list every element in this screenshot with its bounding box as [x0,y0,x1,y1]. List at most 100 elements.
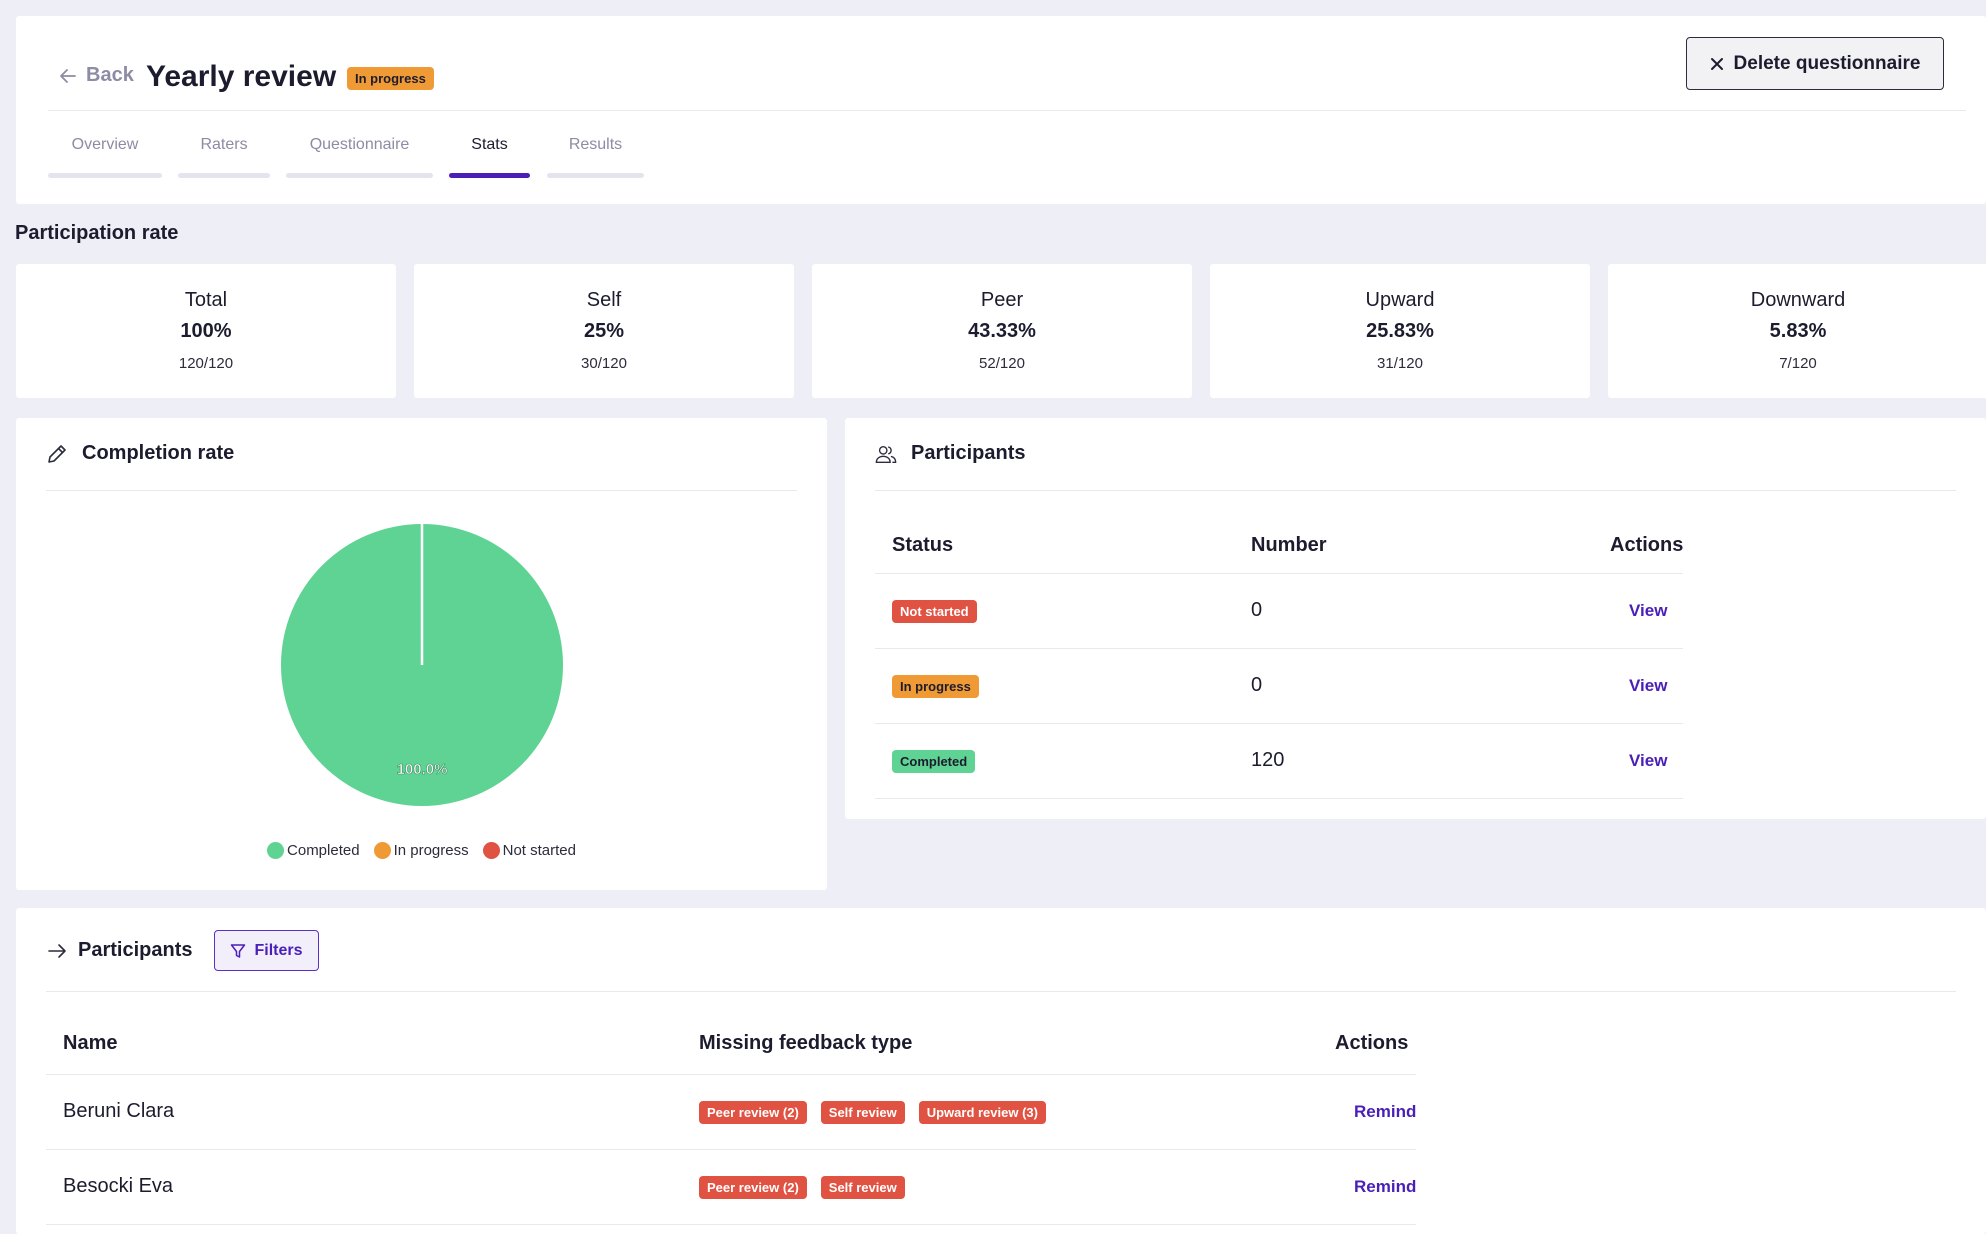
stat-card-upward: Upward 25.83% 31/120 [1210,264,1590,398]
completion-pie-chart: 100.0% [281,524,563,806]
stat-percent: 100% [180,320,232,342]
completion-rate-card: Completion rate 100.0% Completed In prog… [16,418,827,890]
card-divider [46,490,797,491]
stat-card-peer: Peer 43.33% 52/120 [812,264,1192,398]
legend-label: Not started [502,842,576,859]
number-cell: 0 [1234,648,1593,724]
table-row: Not started 0 View [875,573,1684,649]
table-row: In progress 0 View [875,648,1684,724]
status-badge: In progress [347,67,434,90]
stat-card-total: Total 100% 120/120 [16,264,396,398]
tab-questionnaire[interactable]: Questionnaire [286,136,433,178]
stat-fraction: 7/120 [1779,355,1817,372]
participants-list-title: Participants [78,939,193,961]
tab-label: Stats [471,136,508,153]
actions-cell: View [1593,573,1684,649]
users-icon [875,445,897,463]
tab-label: Results [568,136,623,153]
participation-rate-title: Participation rate [15,222,179,244]
tab-overview[interactable]: Overview [48,136,162,178]
participants-summary-header: Participants [875,442,1025,465]
participants-summary-title: Participants [911,442,1026,464]
arrow-right-icon [48,943,66,958]
column-header-actions: Actions [1593,518,1684,574]
number-cell: 0 [1234,573,1593,649]
stat-card-downward: Downward 5.83% 7/120 [1608,264,1986,398]
stat-fraction: 120/120 [178,355,234,372]
tab-stats[interactable]: Stats [449,136,530,178]
tab-indicator [178,173,270,178]
actions-cell: View [1593,648,1684,724]
legend-dot [482,842,500,859]
column-header-status: Status [875,518,1234,574]
legend-item-in-progress[interactable]: In progress [373,842,469,859]
pie-data-label: 100.0% [397,761,448,778]
tab-results[interactable]: Results [547,136,644,178]
status-cell: Completed [875,723,1234,799]
filters-button[interactable]: Filters [214,930,319,971]
tab-label: Raters [200,136,248,153]
column-header-number: Number [1234,518,1593,574]
back-button[interactable]: Back [58,64,134,87]
stat-card-self: Self 25% 30/120 [414,264,794,398]
view-link[interactable]: View [1629,601,1668,620]
pencil-icon [48,444,66,463]
column-header-name: Name [46,1014,682,1075]
close-icon [1710,57,1723,70]
tab-indicator [449,173,530,178]
completion-rate-title: Completion rate [82,442,235,464]
missing-feedback-badge: Self review [820,1175,905,1199]
missing-feedback-badge: Self review [820,1100,905,1124]
participants-list-header: Participants Filters [46,930,319,971]
view-link[interactable]: View [1629,751,1668,770]
remind-link[interactable]: Remind [1354,1177,1417,1196]
actions-cell: View [1593,723,1684,799]
missing-feedback-cell: Peer review (2) Self review Upward review … [682,1074,1318,1150]
status-badge: Completed [892,749,976,773]
tab-indicator [286,173,433,178]
column-header-actions: Actions [1318,1014,1417,1075]
number-cell: 120 [1234,723,1593,799]
participants-summary-card: Participants Status Number Actions Not s… [845,418,1986,819]
table-header-row: Name Missing feedback type Actions [46,1014,1417,1075]
stat-label: Downward [1750,289,1846,311]
table-row: Besocki Eva Peer review (2) Self review R… [46,1149,1417,1225]
status-badge: Not started [892,599,977,623]
actions-cell: Remind [1318,1074,1417,1150]
name-cell: Beruni Clara [46,1074,682,1150]
stat-label: Self [586,289,622,311]
card-divider [46,991,1956,992]
missing-feedback-cell: Peer review (2) Self review [682,1149,1318,1225]
legend-item-completed[interactable]: Completed [267,842,360,859]
tab-label: Overview [71,136,139,153]
participants-status-table: Status Number Actions Not started 0 View… [875,518,1684,799]
stat-label: Total [184,289,228,311]
stat-percent: 25% [583,320,625,342]
column-header-missing-feedback: Missing feedback type [682,1014,1318,1075]
remind-link[interactable]: Remind [1354,1102,1417,1121]
stat-label: Upward [1365,289,1435,311]
status-cell: In progress [875,648,1234,724]
header-divider [48,110,1966,111]
stat-percent: 5.83% [1769,320,1827,342]
filters-label: Filters [254,941,303,959]
arrow-left-icon [60,68,76,83]
status-badge: In progress [892,674,979,698]
legend-dot [373,842,391,859]
view-link[interactable]: View [1629,676,1668,695]
header-card: Back Yearly review In progress Delete qu… [16,16,1986,204]
tab-raters[interactable]: Raters [178,136,270,178]
delete-questionnaire-button[interactable]: Delete questionnaire [1686,37,1944,90]
actions-cell: Remind [1318,1149,1417,1225]
tab-label: Questionnaire [309,136,410,153]
tab-indicator [547,173,644,178]
name-cell: Besocki Eva [46,1149,682,1225]
back-label: Back [86,64,134,86]
legend-item-not-started[interactable]: Not started [482,842,576,859]
stat-fraction: 31/120 [1377,355,1423,372]
missing-feedback-badge: Upward review (3) [918,1100,1046,1124]
table-row: Completed 120 View [875,723,1684,799]
participants-list-card: Participants Filters Name Missing feedba… [16,908,1986,1234]
participants-table: Name Missing feedback type Actions Berun… [46,1014,1417,1225]
card-divider [875,490,1956,491]
